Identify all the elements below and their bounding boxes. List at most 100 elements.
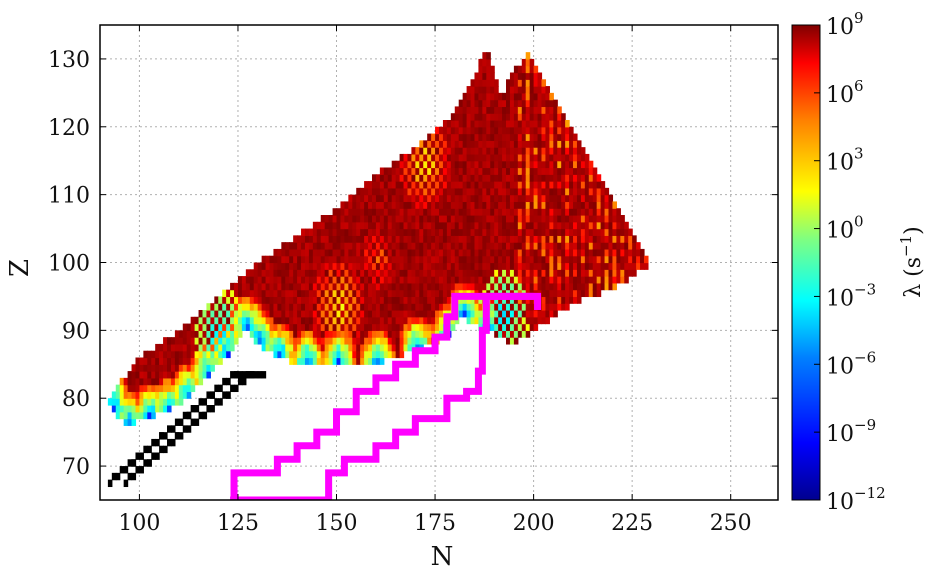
boundary-lines: [230, 292, 542, 500]
heat-cell: [435, 296, 440, 304]
heat-cell: [513, 221, 519, 230]
heat-cell: [446, 235, 452, 243]
heat-cell: [549, 194, 554, 203]
heat-cell: [561, 262, 566, 270]
heat-cell: [458, 242, 464, 250]
heat-cell: [328, 269, 334, 277]
heat-cell: [411, 221, 416, 230]
heat-cell: [592, 187, 598, 196]
heat-cell: [482, 86, 487, 94]
heat-cell: [320, 262, 326, 270]
heat-cell: [446, 221, 452, 230]
heat-cell: [580, 228, 586, 236]
heat-cell: [521, 126, 527, 135]
heat-cell: [482, 58, 487, 67]
heat-cell: [498, 262, 503, 270]
heat-cell: [580, 153, 586, 162]
heat-cell: [427, 140, 432, 148]
heat-cell: [257, 316, 263, 325]
heat-cell: [316, 343, 322, 352]
heat-cell: [419, 269, 424, 277]
heat-cell: [517, 235, 523, 243]
heat-cell: [340, 221, 345, 230]
heat-cell: [573, 255, 578, 264]
heat-cell: [450, 215, 456, 223]
heat-cell: [454, 174, 460, 182]
heat-cell: [320, 215, 326, 223]
heat-cell: [304, 235, 310, 243]
stable-cell: [127, 472, 133, 481]
heat-cell: [482, 120, 487, 128]
heat-cell: [569, 140, 574, 148]
heat-cell: [478, 120, 483, 128]
heat-cell: [411, 194, 416, 203]
heat-cell: [588, 242, 594, 250]
heat-cell: [498, 153, 503, 162]
heat-cell: [245, 316, 251, 325]
heat-cell: [344, 276, 349, 284]
heat-cell: [450, 242, 456, 250]
heat-cell: [509, 72, 515, 80]
heat-cell: [352, 235, 357, 243]
heat-cell: [111, 405, 117, 413]
heat-cell: [352, 215, 357, 223]
heat-cell: [198, 337, 204, 345]
heat-cell: [442, 242, 448, 250]
heat-cell: [529, 92, 535, 101]
heat-cell: [502, 181, 507, 189]
heat-cell: [356, 303, 361, 311]
heat-cell: [360, 242, 365, 250]
heat-cell: [509, 92, 515, 101]
heat-cell: [632, 255, 637, 264]
heat-cell: [525, 92, 531, 101]
heat-cell: [490, 99, 495, 108]
heat-cell: [411, 316, 416, 325]
colorbar-tick-label: 103: [826, 145, 864, 176]
heat-cell: [596, 208, 602, 216]
heat-cell: [521, 255, 527, 264]
heat-cell: [498, 113, 503, 121]
heat-cell: [596, 228, 602, 236]
heat-cell: [289, 316, 294, 325]
colorbar-label-close: ): [901, 226, 926, 235]
heat-cell: [194, 377, 200, 386]
heat-cell: [308, 269, 314, 277]
heat-cell: [387, 215, 393, 223]
heat-cell: [340, 269, 345, 277]
heat-cell: [584, 187, 590, 196]
heat-cell: [316, 337, 322, 345]
heat-cell: [466, 86, 472, 94]
heat-cell: [407, 262, 413, 270]
heat-cell: [442, 215, 448, 223]
heat-cell: [462, 92, 468, 101]
heat-cell: [442, 221, 448, 230]
heat-cell: [482, 147, 487, 155]
heat-cell: [308, 303, 314, 311]
heat-cell: [344, 296, 349, 304]
heat-cell: [261, 276, 267, 284]
heat-cell: [636, 242, 641, 250]
heat-cell: [395, 201, 401, 209]
heat-cell: [269, 276, 275, 284]
heat-cell: [245, 310, 251, 318]
heat-cell: [245, 276, 251, 284]
heat-cell: [431, 201, 436, 209]
heat-cell: [135, 398, 141, 406]
heat-cell: [151, 405, 156, 413]
heat-cell: [454, 276, 460, 284]
heat-cell: [387, 330, 393, 338]
heat-cell: [411, 153, 416, 162]
heat-cell: [364, 276, 369, 284]
stable-cell: [111, 472, 117, 481]
heat-cell: [529, 167, 535, 175]
heat-cell: [446, 140, 452, 148]
heat-cell: [379, 208, 385, 216]
heat-cell: [241, 316, 247, 325]
heat-cell: [557, 215, 562, 223]
heat-cell: [427, 160, 432, 169]
heat-cell: [163, 391, 168, 399]
heat-cell: [375, 255, 381, 264]
heat-cell: [249, 282, 255, 291]
heat-cell: [419, 201, 424, 209]
heat-cell: [545, 215, 550, 223]
